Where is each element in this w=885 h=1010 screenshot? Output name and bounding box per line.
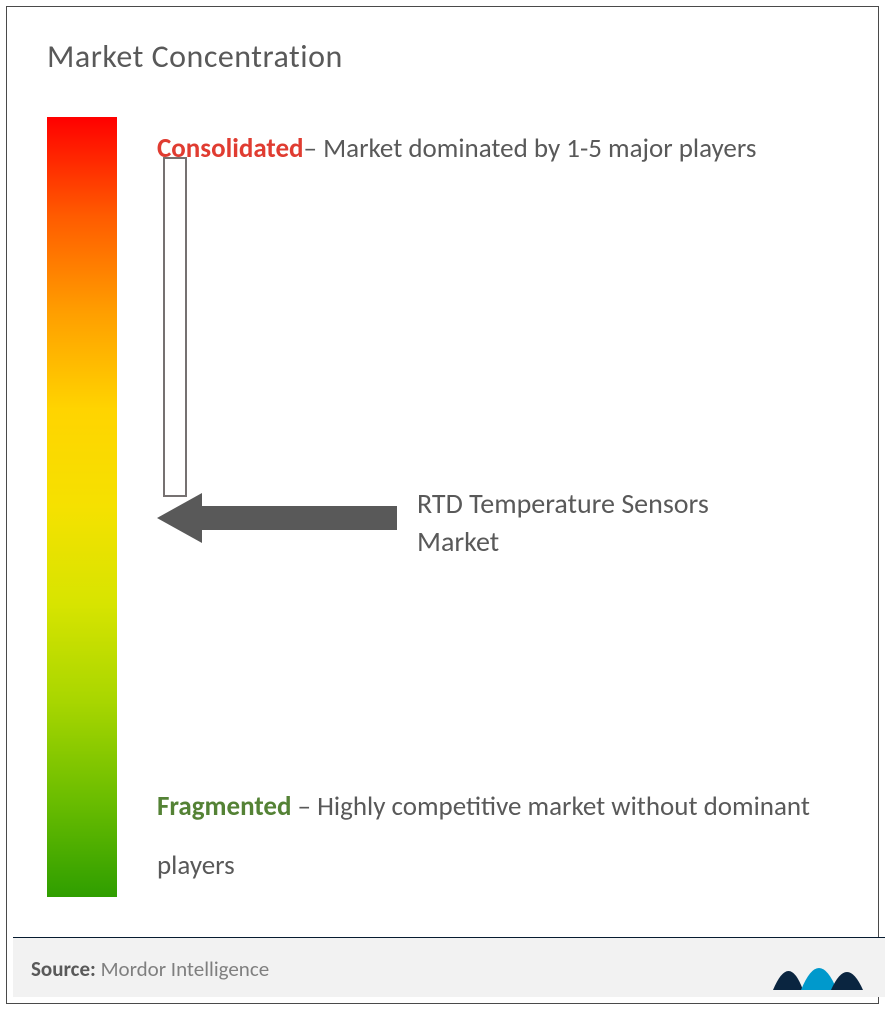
source-value: Mordor Intelligence: [101, 956, 270, 982]
chart-title: Market Concentration: [47, 37, 343, 76]
fragmented-description: Fragmented – Highly competitive market w…: [157, 777, 857, 896]
range-bracket: [159, 157, 195, 497]
footer: Source: Mordor Intelligence: [13, 937, 885, 997]
logo-wave-right: [831, 972, 863, 990]
arrow-head-icon: [157, 493, 202, 543]
fragmented-label: Fragmented: [157, 790, 291, 823]
pointer-arrow: [157, 493, 407, 543]
logo-wave-mid: [801, 968, 837, 990]
chart-frame: Market Concentration Consolidated– Marke…: [6, 6, 879, 1004]
bracket-line-outer: [163, 157, 165, 497]
market-name-label: RTD Temperature Sensors Market: [417, 485, 737, 561]
consolidated-text: – Market dominated by 1-5 major players: [304, 132, 757, 165]
source-label: Source:: [31, 956, 96, 982]
concentration-gradient-bar: [47, 117, 117, 897]
arrow-shaft: [197, 506, 397, 530]
consolidated-description: Consolidated– Market dominated by 1-5 ma…: [157, 119, 857, 178]
logo-wave-left: [773, 971, 803, 990]
bracket-line-inner: [185, 157, 187, 497]
source-attribution: Source: Mordor Intelligence: [31, 956, 269, 982]
bracket-cap-top: [163, 157, 187, 159]
mordor-logo-icon: [771, 950, 866, 992]
